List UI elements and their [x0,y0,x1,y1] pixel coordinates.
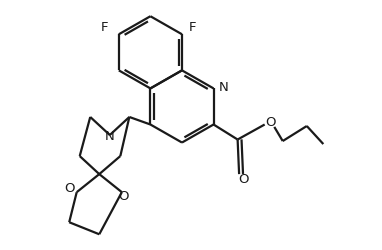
Text: F: F [189,21,196,34]
Text: N: N [218,81,228,94]
Text: N: N [105,129,115,142]
Text: O: O [238,172,249,185]
Text: O: O [265,116,276,128]
Text: O: O [64,182,74,194]
Text: O: O [118,189,129,202]
Text: F: F [101,21,108,34]
